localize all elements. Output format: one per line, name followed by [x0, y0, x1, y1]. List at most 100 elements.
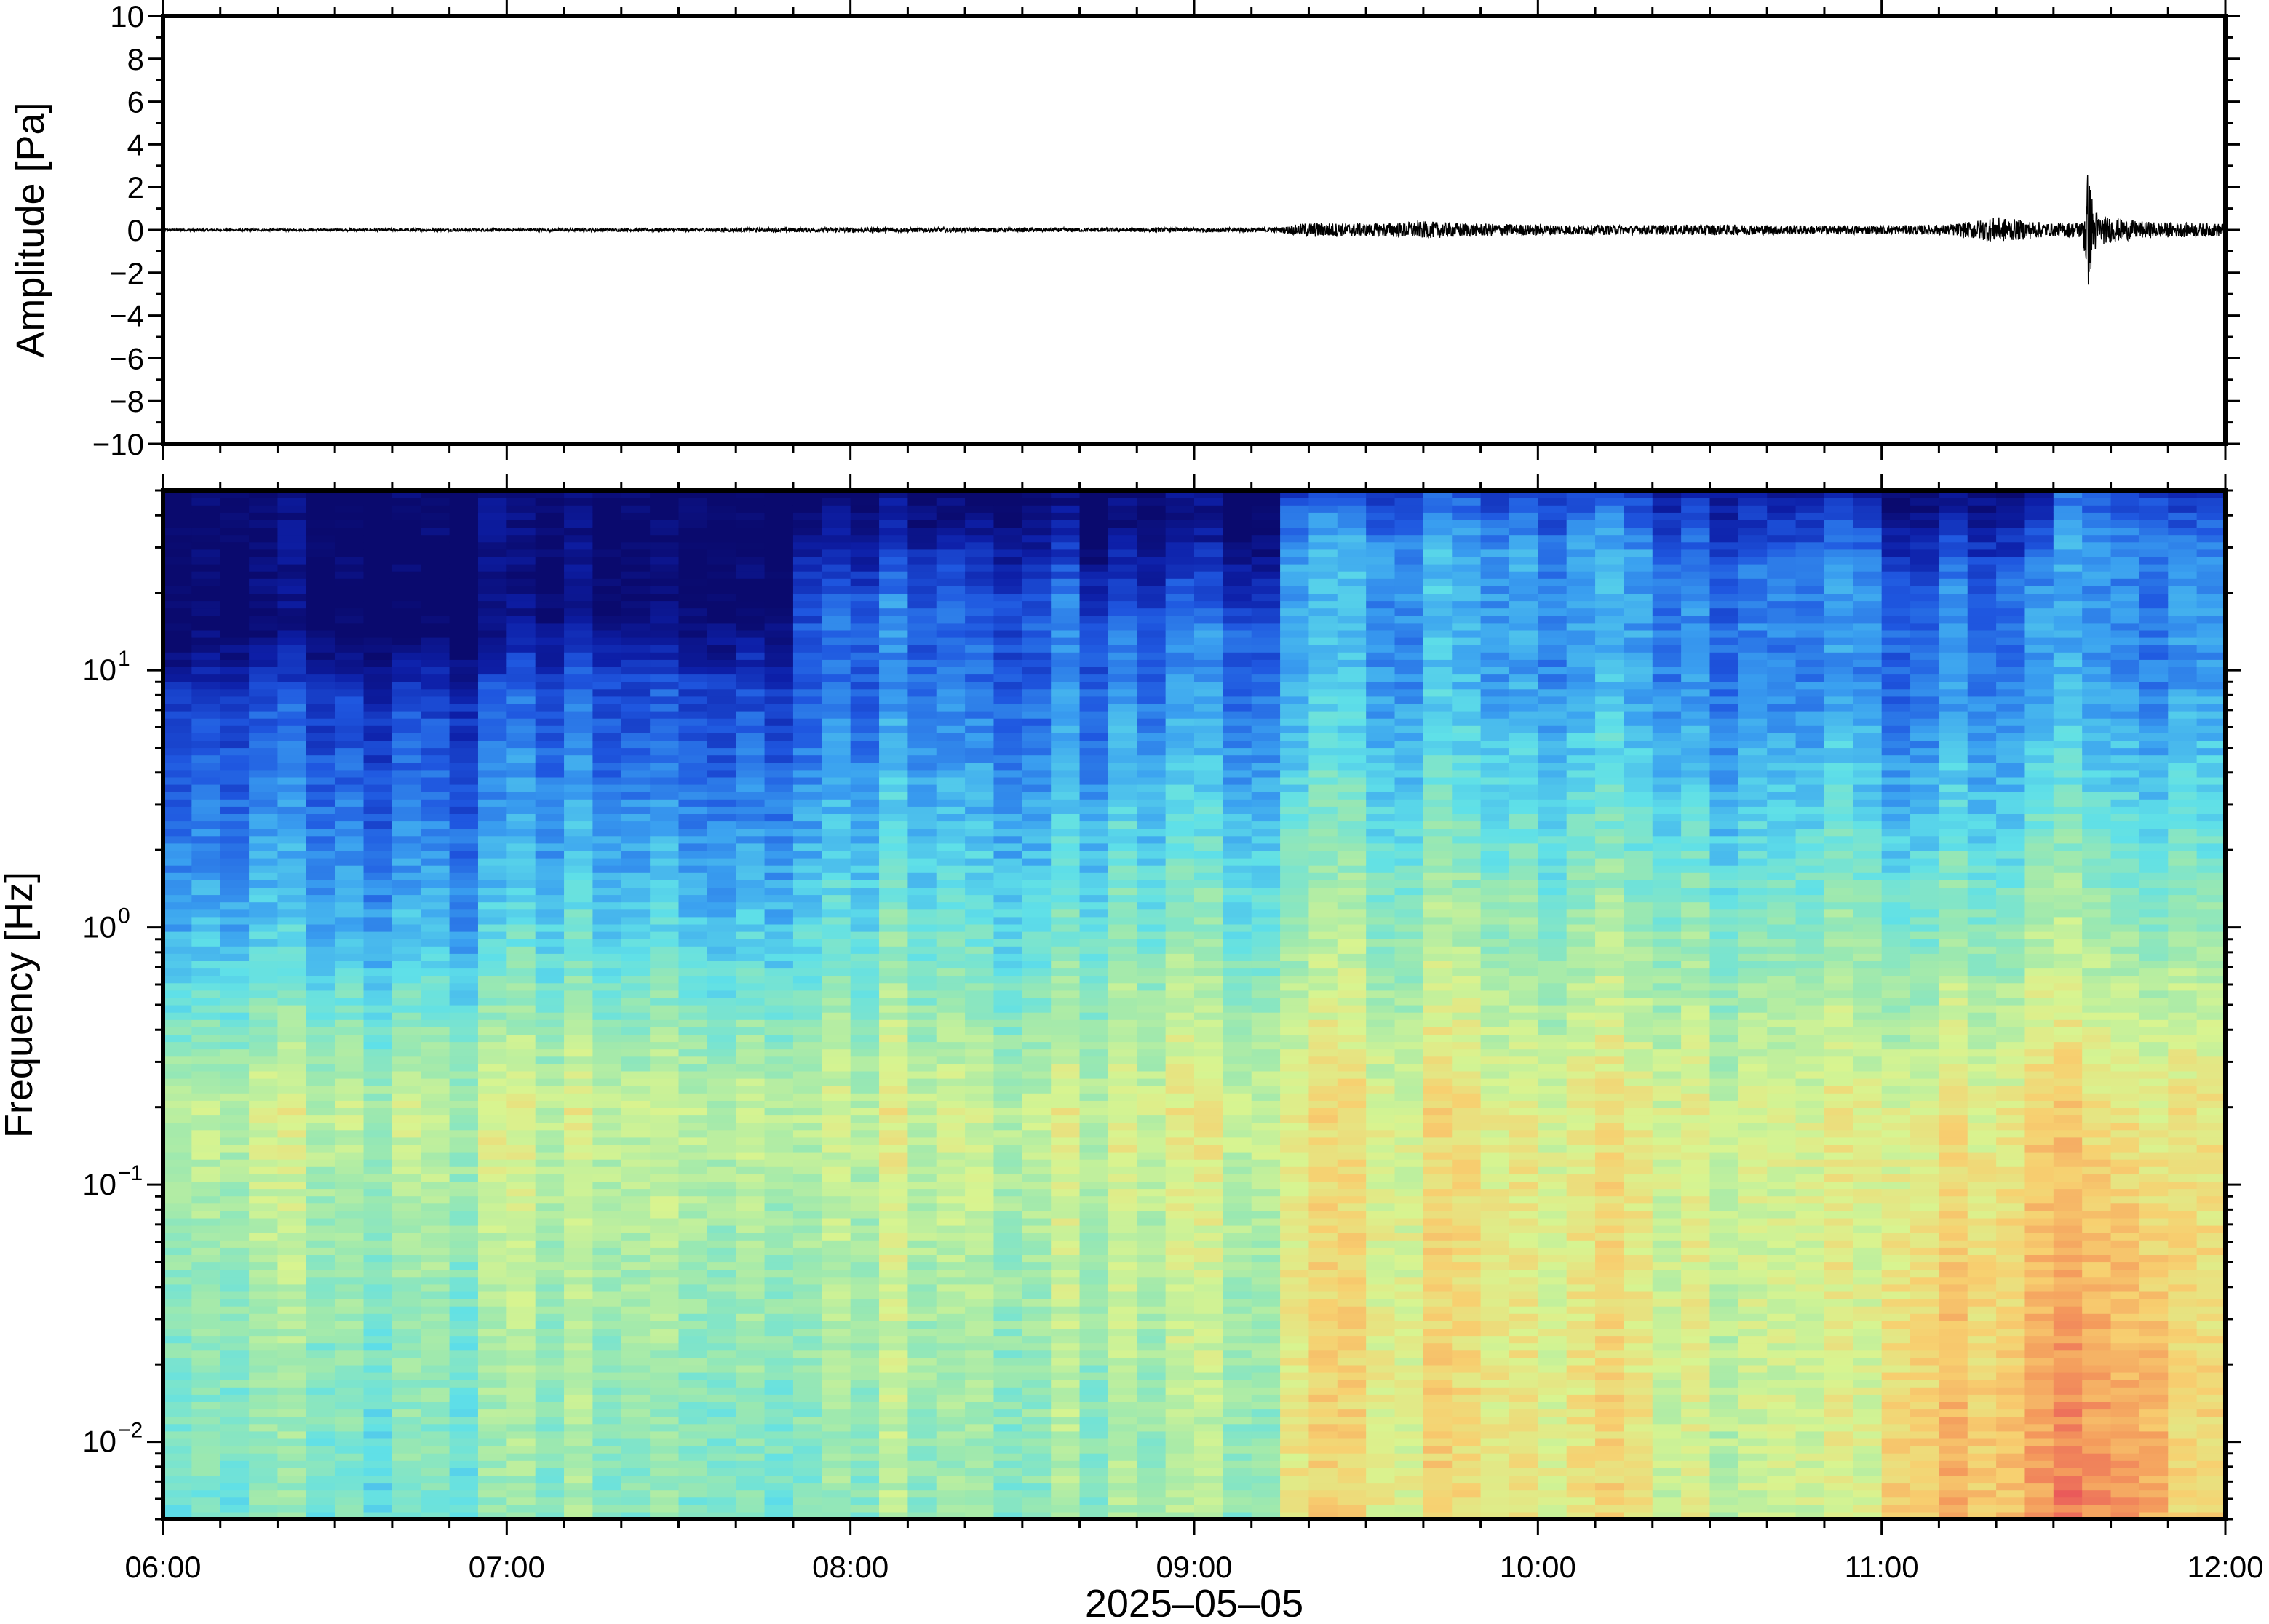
spectrogram-cell [163, 1372, 192, 1380]
spectrogram-cell [449, 1203, 479, 1211]
spectrogram-cell [678, 843, 708, 851]
spectrogram-cell [477, 711, 507, 719]
spectrogram-cell [163, 1019, 192, 1027]
spectrogram-cell [421, 968, 450, 976]
spectrogram-cell [822, 1416, 851, 1425]
spectrogram-cell [1022, 923, 1052, 932]
spectrogram-cell [907, 916, 937, 925]
spectrogram-cell [792, 909, 822, 918]
spectrogram-cell [707, 586, 736, 594]
spectrogram-cell [249, 1276, 279, 1285]
spectrogram-cell [363, 1122, 393, 1131]
spectrogram-cell [363, 564, 393, 572]
spectrogram-cell [1079, 953, 1109, 961]
spectrogram-cell [592, 1203, 622, 1211]
spectrogram-cell [993, 1063, 1023, 1072]
spectrogram-cell [1022, 703, 1052, 712]
spectrogram-cell [965, 1144, 995, 1153]
spectrogram-cell [879, 637, 908, 645]
spectrogram-cell [764, 703, 794, 712]
spectrogram-cell [736, 1107, 766, 1116]
spectrogram-cell [506, 1063, 536, 1072]
spectrogram-cell [392, 1129, 421, 1138]
spectrogram-cell [535, 1078, 565, 1086]
spectrogram-cell [220, 1283, 250, 1292]
spectrogram-cell [220, 997, 250, 1006]
spectrogram-cell [392, 571, 421, 579]
spectrogram-cell [707, 1357, 736, 1366]
spectrogram-cell [564, 703, 594, 712]
spectrogram-cell [792, 1262, 822, 1270]
spectrogram-cell [506, 1460, 536, 1468]
spectrogram-cell [249, 1012, 279, 1020]
spectrogram-cell [421, 880, 450, 888]
spectrogram-cell [678, 652, 708, 660]
spectrogram-cell [1108, 586, 1137, 594]
spectrogram-cell [277, 1438, 307, 1446]
spectrogram-cell [191, 1394, 221, 1402]
spectrogram-cell [277, 564, 307, 572]
spectrogram-cell [1137, 806, 1167, 814]
spectrogram-cell [736, 799, 766, 807]
spectrogram-cell [736, 520, 766, 528]
spectrogram-cell [191, 769, 221, 778]
spectrogram-cell [965, 1372, 995, 1380]
spectrogram-cell [535, 762, 565, 771]
spectrogram-cell [191, 990, 221, 998]
spectrogram-cell [277, 960, 307, 969]
spectrogram-cell [1051, 505, 1081, 513]
spectrogram-cell [879, 916, 908, 925]
spectrogram-cell [621, 564, 651, 572]
spectrogram-cell [650, 990, 680, 998]
spectrogram-cell [1079, 681, 1109, 690]
spectrogram-cell [592, 615, 622, 624]
spectrogram-cell [792, 666, 822, 675]
spectrogram-cell [449, 1504, 479, 1513]
spectrogram-cell [965, 784, 995, 792]
spectrogram-cell [449, 872, 479, 880]
spectrogram-cell [678, 1328, 708, 1337]
spectrogram-cell [163, 1430, 192, 1439]
spectrogram-cell [792, 1475, 822, 1484]
spectrogram-cell [506, 659, 536, 667]
spectrogram-cell [993, 696, 1023, 704]
spectrogram-cell [249, 733, 279, 741]
spectrogram-cell [392, 776, 421, 785]
spectrogram-cell [564, 901, 594, 910]
spectrogram-cell [1051, 1335, 1081, 1344]
spectrogram-cell [936, 498, 966, 506]
spectrogram-cell [535, 1005, 565, 1013]
spectrogram-cell [850, 799, 880, 807]
spectrogram-cell [392, 1247, 421, 1255]
spectrogram-cell [564, 733, 594, 741]
spectrogram-cell [736, 1489, 766, 1498]
spectrogram-cell [707, 1438, 736, 1446]
spectrogram-cell [1079, 629, 1109, 638]
spectrogram-cell [764, 1195, 794, 1204]
spectrogram-cell [1137, 1195, 1167, 1204]
spectrogram-cell [564, 1070, 594, 1079]
spectrogram-cell [506, 858, 536, 866]
spectrogram-cell [678, 1129, 708, 1138]
spectrogram-cell [850, 1409, 880, 1417]
spectrogram-cell [249, 835, 279, 844]
spectrogram-cell [392, 1041, 421, 1050]
spectrogram-cell [764, 586, 794, 594]
spectrogram-cell [936, 1364, 966, 1373]
spectrogram-cell [449, 894, 479, 903]
spectrogram-cell [1108, 865, 1137, 873]
spectrogram-cell [707, 1210, 736, 1219]
spectrogram-cell [1108, 1254, 1137, 1263]
spectrogram-cell [879, 659, 908, 667]
spectrogram-cell [220, 1019, 250, 1027]
spectrogram-cell [621, 1342, 651, 1351]
spectrogram-cell [621, 1005, 651, 1013]
spectrogram-cell [220, 1453, 250, 1461]
spectrogram-cell [707, 762, 736, 771]
spectrogram-cell [392, 887, 421, 896]
spectrogram-cell [163, 755, 192, 763]
spectrogram-cell [764, 880, 794, 888]
spectrogram-cell [535, 534, 565, 543]
spectrogram-cell [277, 1100, 307, 1108]
spectrogram-cell [1051, 629, 1081, 638]
